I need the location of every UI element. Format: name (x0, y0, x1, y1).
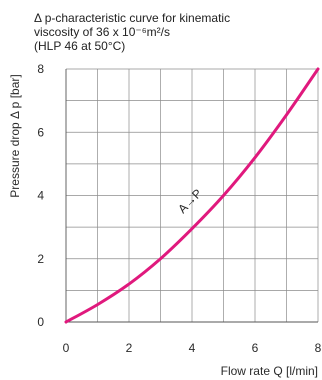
y-tick-label: 6 (37, 125, 44, 139)
grid-lines (66, 68, 319, 322)
axes (65, 69, 318, 323)
x-tick-label: 8 (315, 341, 322, 355)
y-tick-label: 0 (37, 315, 44, 329)
x-tick-label: 6 (252, 341, 259, 355)
y-tick-label: 4 (37, 189, 44, 203)
y-tick-label: 8 (37, 62, 44, 76)
x-tick-label: 0 (63, 341, 70, 355)
chart-title-line-3: (HLP 46 at 50°C) (34, 39, 126, 53)
chart-title-line-1: Δ p-characteristic curve for kinematic (34, 11, 231, 25)
y-axis-label: Pressure drop Δ p [bar] (8, 74, 22, 197)
series-label-a-to-p: A→P (175, 186, 205, 216)
series-line-a-to-p (64, 67, 320, 324)
x-tick-label: 4 (189, 341, 196, 355)
x-axis-label: Flow rate Q [l/min] (221, 364, 318, 378)
y-tick-label: 2 (37, 252, 44, 266)
x-tick-label: 2 (126, 341, 133, 355)
tick-labels: 0 2 4 6 8 0 2 4 6 8 (37, 62, 321, 355)
chart-title-line-2: viscosity of 36 x 10⁻⁶m²/s (34, 25, 170, 39)
